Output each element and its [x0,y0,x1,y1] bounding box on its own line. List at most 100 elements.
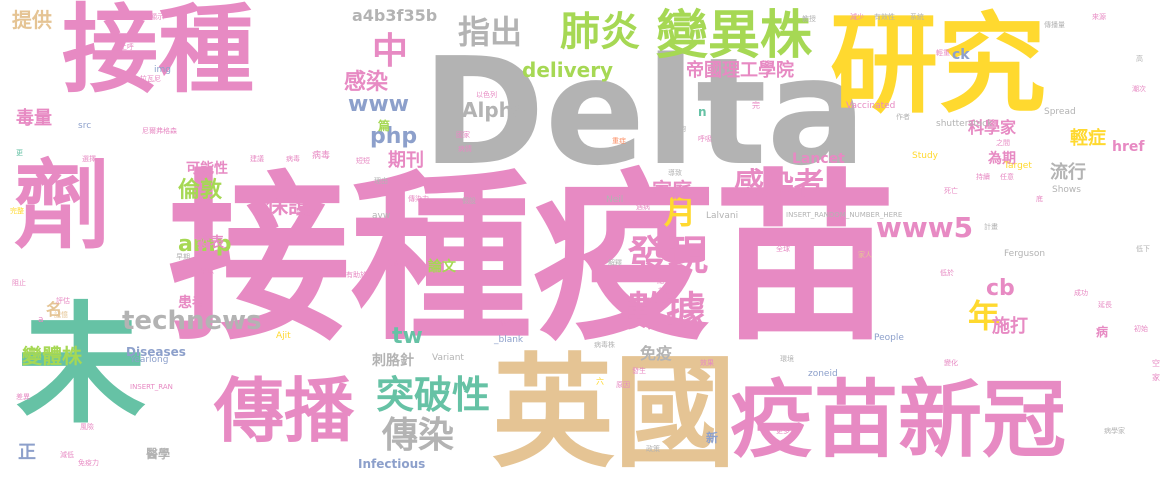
word-70: Spread [1044,107,1076,117]
word-140: 病學 [500,319,514,327]
word-125: 首度 [658,287,672,295]
word-148: 記憶 [54,311,68,319]
word-101: 之間 [996,139,1010,147]
word-82: 顯示 [150,13,164,21]
word-76: Ajit [276,331,291,341]
word-7: 疫苗新冠 [730,371,1067,469]
word-9: 變異株 [656,6,813,66]
word-10: 肺炎 [560,9,640,55]
word-147: 評估 [56,297,70,305]
word-2: 接種 [62,0,254,106]
word-107: 計畫 [984,223,998,231]
word-92: 教授 [802,15,816,23]
word-16: 傳染 [382,415,455,456]
word-15: 突破性 [376,373,491,417]
word-23: Alpha [462,98,527,122]
word-154: 新 [706,431,719,445]
word-17: technews [122,306,262,336]
word-143: 完整 [10,207,24,215]
word-129: 遇病 [636,203,650,211]
word-108: 低下 [1136,245,1150,253]
word-110: 低於 [940,269,954,277]
word-58: n [698,105,707,119]
word-124: 發生 [632,367,646,375]
word-46: 論文 [428,259,456,275]
word-77: Variant [432,353,464,363]
word-40: 毒量 [16,108,52,129]
word-60: 病 [1096,325,1109,339]
word-117: 年長 [1036,381,1050,389]
word-79: src [78,121,92,131]
word-52: 為期 [988,151,1016,167]
word-111: 成功 [1074,289,1088,297]
word-42: 變體株 [22,344,82,368]
word-37: 流行 [1050,162,1086,183]
word-53: 名 [46,300,63,319]
word-32: 期刊 [388,150,424,171]
word-144: 早期 [176,253,190,261]
word-87: 國家 [456,131,470,139]
word-88: 病情 [458,145,472,153]
word-116: 變化 [944,359,958,367]
word-84: 拉瓦尼 [140,75,161,83]
word-138: 時間段 [386,259,407,267]
word-114: 全球 [776,245,790,253]
word-65: People [874,333,904,343]
word-45: Lancet [792,151,845,167]
word-66: zoneid [808,369,838,379]
word-137: 有助於 [346,271,367,279]
word-13: 發現 [628,233,708,279]
word-78: avw [372,211,391,221]
word-106: 底 [1036,195,1043,203]
word-145: 足以 [200,267,214,275]
word-131: 建議 [250,155,264,163]
word-31: 家庭 [652,178,692,202]
word-122: 病毒株 [594,341,615,349]
word-130: 病毒 [286,155,300,163]
word-57: ck [952,47,970,63]
word-83: 上呼 [120,43,134,51]
word-142: 更 [16,149,23,157]
word-6: 英國 [492,342,736,482]
word-68: Yearlong [130,355,169,365]
word-56: href [1112,139,1145,155]
word-36: 施打 [992,316,1028,337]
word-54: 正 [18,442,36,463]
word-74: Neil [606,195,624,205]
word-18: 感染者 [734,167,824,202]
word-28: 年 [968,297,1001,335]
word-29: 倫敦 [178,178,223,203]
word-64: Ferguson [1004,249,1046,259]
word-51: 可能性 [186,161,228,177]
word-121: 原因 [616,381,630,389]
word-71: Study [912,151,938,161]
word-24: www [348,92,409,117]
word-67: _blank [494,335,524,345]
word-139: 最嚴重 [296,209,317,217]
word-5: 未 [16,289,147,441]
word-49: 患者 [178,295,206,311]
word-69: INSERT_RAN [130,383,173,391]
word-98: 高 [1136,55,1143,63]
word-39: 輕症 [1070,128,1106,149]
word-103: 持續 [976,173,990,181]
word-158: 病毒 [312,151,331,161]
word-149: 差異 [16,393,30,401]
word-100: 作者 [896,113,910,121]
word-86: 以色列 [476,91,497,99]
word-134: 減弱 [404,179,418,187]
word-11: 指出 [458,13,523,51]
word-135: 傳染力 [408,195,429,203]
word-151: 減低 [60,451,74,459]
word-85: 尼爾弗格森 [142,127,177,135]
word-112: 延長 [1098,301,1112,309]
word-21: delivery [522,58,614,82]
word-33: amp [178,232,232,257]
word-35: cb [986,276,1015,301]
word-155: 空 [1152,359,1160,368]
word-38: 科學家 [968,118,1017,137]
word-102: 潮次 [1132,85,1146,93]
word-95: 系統 [910,13,924,21]
word-115: 環境 [780,355,794,363]
